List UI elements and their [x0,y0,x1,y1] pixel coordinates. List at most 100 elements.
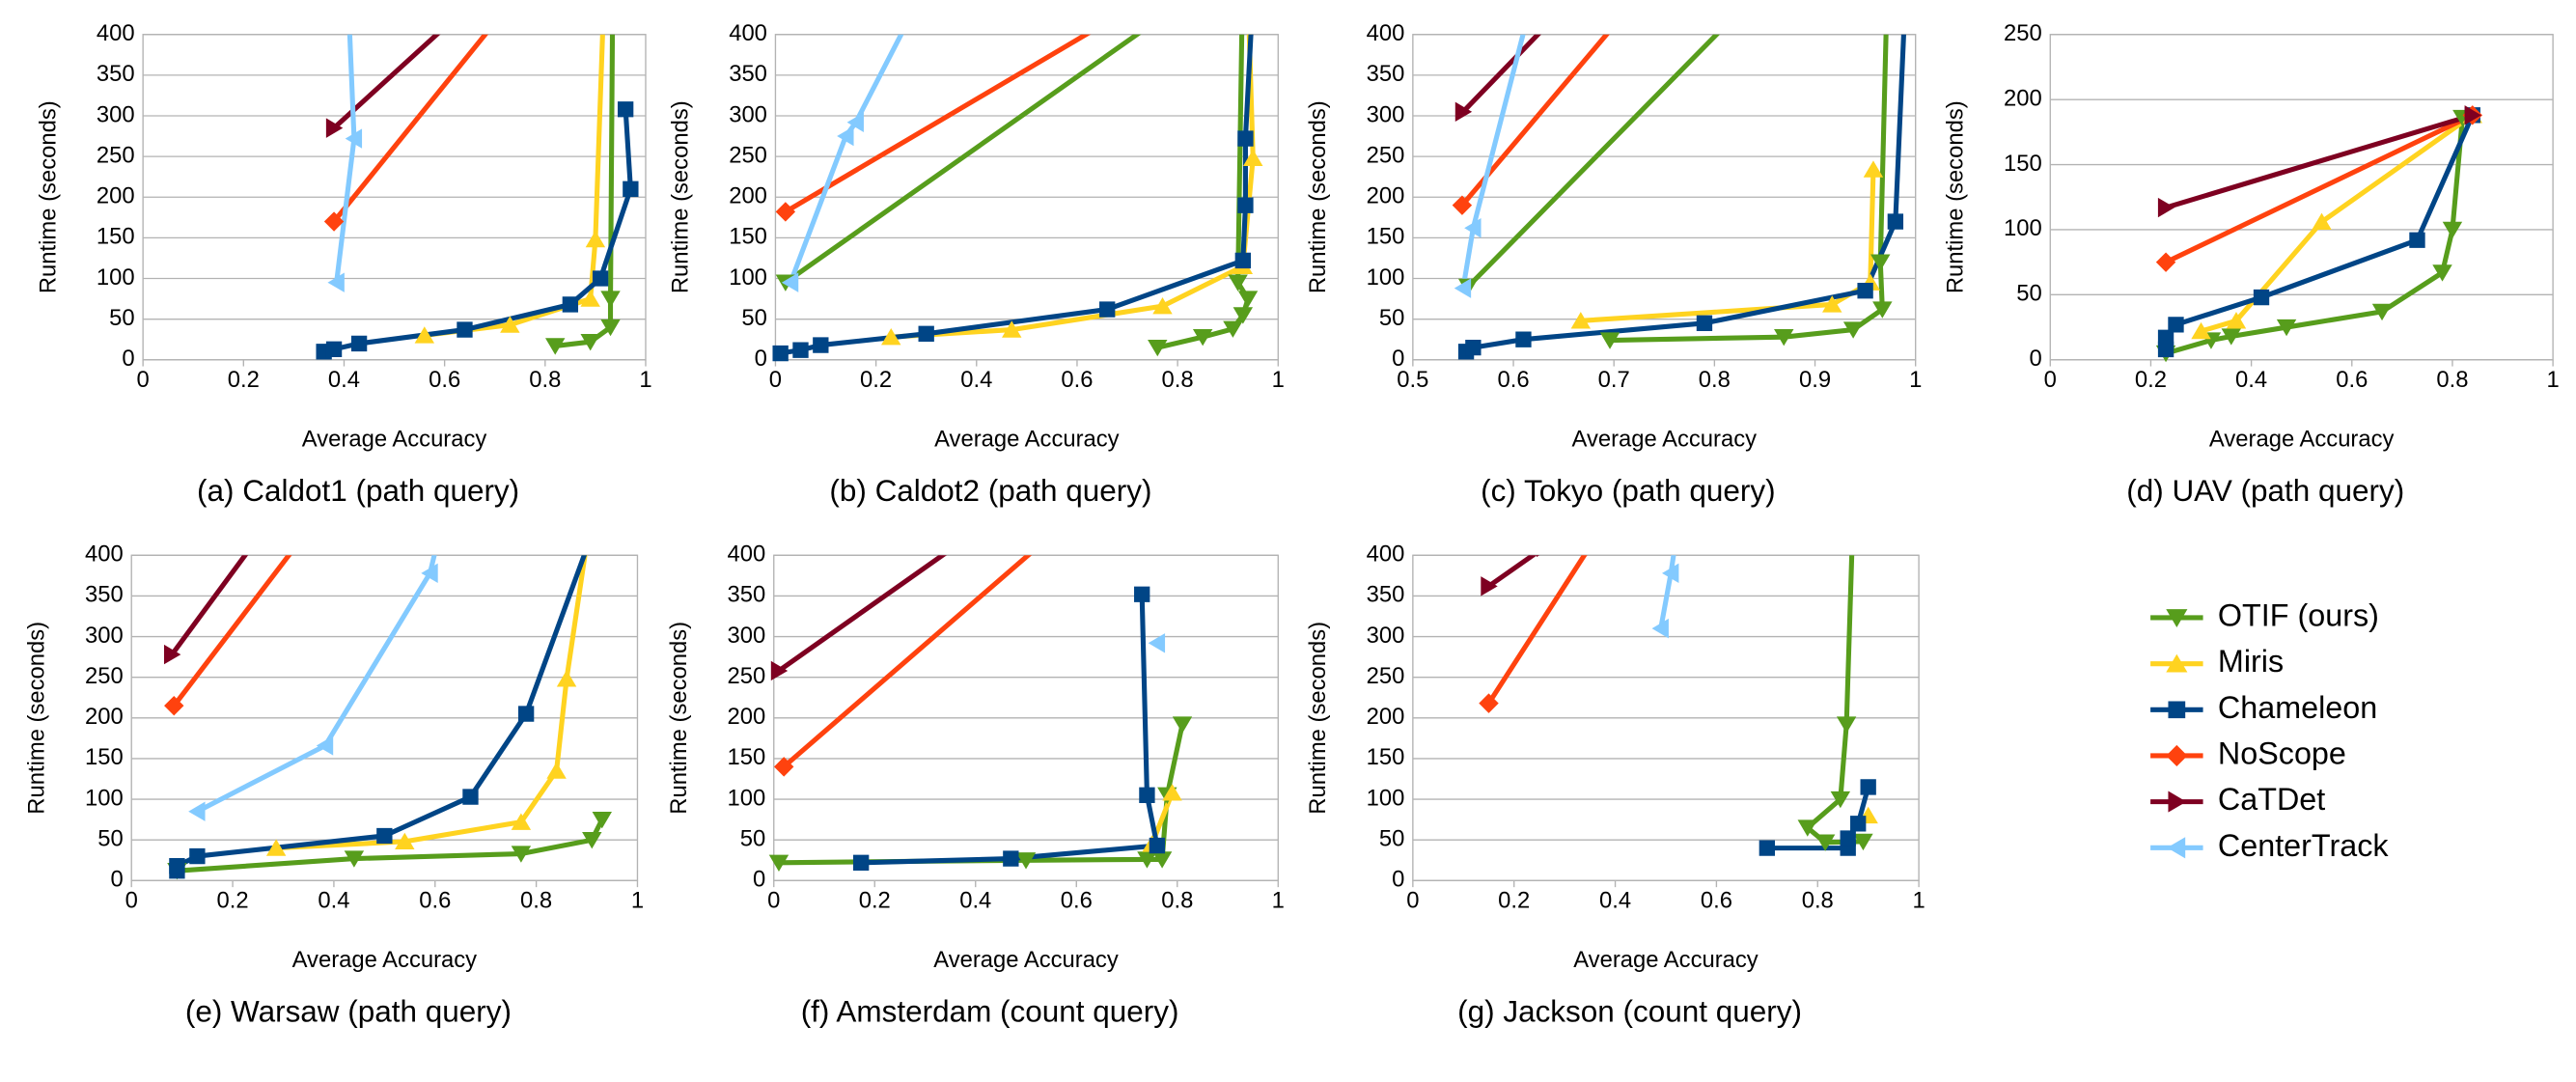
y-tick-label: 0 [755,346,767,372]
data-point [1774,328,1794,347]
data-point [1003,850,1019,867]
y-tick-label: 350 [85,582,124,608]
y-tick-label: 200 [1367,183,1405,209]
data-point [545,338,566,355]
plot-area [768,521,1193,872]
y-tick-label: 300 [727,623,765,649]
data-point [169,857,185,874]
x-tick-label: 1 [1912,888,1925,914]
data-point [1228,274,1248,291]
data-point [2168,317,2184,333]
series-line [323,109,633,354]
data-point [1759,840,1776,856]
y-axis-title: Runtime (seconds) [35,100,61,293]
data-point [2371,303,2393,321]
data-point [1662,563,1679,584]
subplot-caption: (a) Caldot1 (path query) [197,474,519,508]
plot-area [163,465,612,880]
x-tick-label: 0.4 [318,888,349,914]
y-tick-label: 150 [727,744,765,770]
plot-frame [142,34,647,361]
series-line [334,34,357,284]
data-point [773,757,794,777]
legend-label: CenterTrack [2218,828,2389,863]
data-point [852,854,870,871]
y-tick-label: 100 [97,264,135,291]
y-tick-label: 0 [2030,346,2042,372]
y-tick-label: 400 [729,20,767,46]
x-tick-label: 0.7 [1598,367,1630,393]
data-point [1836,716,1857,734]
data-point [325,118,344,138]
data-point [1139,787,1155,804]
data-point [1015,852,1037,870]
legend-marker [2168,701,2186,719]
series-line [196,555,437,814]
data-point [2157,329,2174,347]
data-point [457,321,473,338]
data-point [511,813,532,830]
data-point [1002,320,1022,338]
x-tick-label: 0 [1406,888,1419,914]
y-tick-label: 200 [1367,704,1405,730]
data-point [918,325,934,342]
x-tick-label: 0.6 [1497,367,1529,393]
data-point [304,513,323,532]
data-point [546,762,567,779]
series-line [1487,555,1537,589]
data-point [595,499,610,514]
y-tick-label: 400 [1367,20,1405,46]
y-tick-label: 0 [1392,346,1404,372]
y-tick-label: 250 [97,142,135,168]
y-tick-label: 0 [110,867,123,893]
subplot: 0 50 100 150 200 250 300 350 400 0 0.2 0.4 0.6 0.8 1 Av… [668,5,1285,508]
data-point [1046,521,1066,541]
data-point [1162,784,1182,801]
data-point [623,180,639,197]
x-tick-label: 0.2 [859,888,891,914]
x-tick-label: 0.6 [419,888,451,914]
data-point [562,296,579,313]
y-tick-label: 150 [1367,744,1405,770]
series-line [1459,34,1610,208]
data-point [2253,289,2270,306]
data-point [316,735,334,756]
data-point [1223,320,1243,338]
legend-label: NoScope [2218,736,2346,771]
plot-area [1479,555,1878,856]
y-tick-label: 200 [729,183,767,209]
x-tick-label: 0.4 [960,367,992,393]
x-tick-label: 1 [639,367,651,393]
data-point [2432,264,2452,282]
y-tick-label: 300 [729,101,767,127]
y-tick-label: 400 [727,541,765,568]
y-tick-label: 150 [2004,151,2042,177]
data-point [2221,328,2241,346]
series-line [332,34,488,224]
data-point [421,563,438,584]
y-tick-label: 400 [97,20,135,46]
data-point [617,101,634,118]
series-line [784,34,1092,214]
legend-marker [2167,837,2186,859]
data-point [1464,218,1482,238]
y-tick-label: 0 [122,346,134,372]
data-point [189,847,206,865]
data-point [1570,312,1592,329]
x-axis-title: Average Accuracy [934,426,1120,452]
data-point [1651,618,1669,639]
y-tick-label: 200 [727,704,765,730]
data-point [772,345,789,362]
data-point [902,5,919,24]
subplot-caption: (e) Warsaw (path query) [185,995,512,1029]
data-point [580,334,600,351]
data-point [587,465,606,482]
data-point [2464,105,2481,125]
y-axis-title: Runtime (seconds) [1305,622,1331,815]
data-point [1233,307,1254,324]
subplot: 0 50 100 150 200 250 300 350 400 0 0.2 0.4 0.6 0.8 1 Av… [1305,541,1925,1029]
x-tick-label: 0.4 [328,367,360,393]
y-tick-label: 50 [740,825,765,851]
